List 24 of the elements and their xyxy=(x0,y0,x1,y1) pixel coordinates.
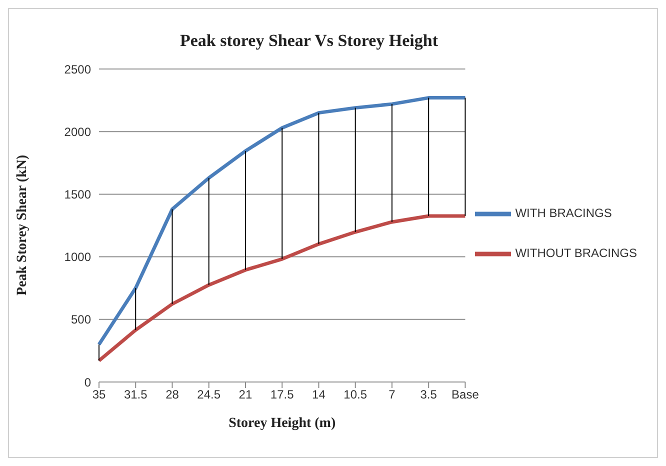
y-tick-label: 0 xyxy=(84,375,92,390)
x-tick-label: 35 xyxy=(92,388,106,402)
x-tick-label: 21 xyxy=(238,388,252,402)
y-axis-title: Peak Storey Shear (kN) xyxy=(14,154,30,296)
y-tick-label: 2500 xyxy=(64,62,92,76)
x-tick-label: 24.5 xyxy=(197,388,221,402)
x-tick-label: 31.5 xyxy=(124,388,148,402)
x-tick-label: 7 xyxy=(388,388,396,402)
x-tick-label: 3.5 xyxy=(420,388,438,402)
x-tick-label: 17.5 xyxy=(270,388,294,402)
x-tick-label: 28 xyxy=(166,388,180,402)
line-series xyxy=(97,214,467,362)
x-tick-label: 10.5 xyxy=(344,388,368,402)
legend-label: WITH BRACINGS xyxy=(515,206,612,220)
x-axis-title: Storey Height (m) xyxy=(228,416,336,431)
x-tick-label: Base xyxy=(452,388,480,402)
y-tick-label: 500 xyxy=(70,312,92,327)
legend-label: WITHOUT BRACINGS xyxy=(515,246,637,260)
line-series xyxy=(97,96,467,346)
chart-title: Peak storey Shear Vs Storey Height xyxy=(179,31,439,51)
y-tick-label: 2000 xyxy=(64,124,92,139)
x-tick-label: 14 xyxy=(312,388,326,402)
y-tick-label: 1000 xyxy=(64,250,92,264)
y-tick-label: 1500 xyxy=(64,187,92,202)
